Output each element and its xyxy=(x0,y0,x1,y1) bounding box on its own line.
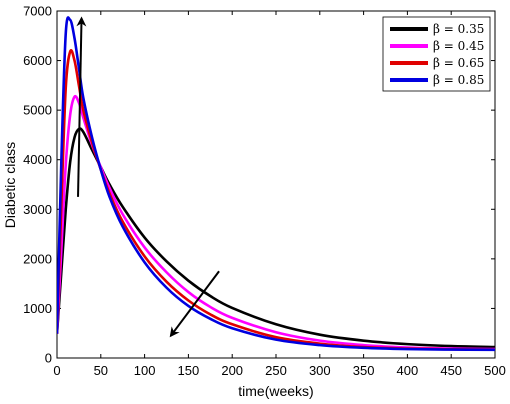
y-tick-label: 7000 xyxy=(23,4,52,19)
x-tick-label: 350 xyxy=(353,363,375,378)
y-tick-label: 2000 xyxy=(23,251,52,266)
series-line xyxy=(57,16,495,352)
trend-arrow xyxy=(169,270,220,338)
x-tick-label: 200 xyxy=(221,363,243,378)
y-tick-label: 3000 xyxy=(23,202,52,217)
series-layer xyxy=(57,16,495,352)
legend-label: β = 0.35 xyxy=(433,22,484,36)
x-tick-label: 50 xyxy=(94,363,108,378)
x-tick-label: 500 xyxy=(484,363,506,378)
x-axis: 0 50 100 150 200 250 300 350 400 450 500 xyxy=(53,11,506,378)
y-tick-label: 1000 xyxy=(23,301,52,316)
x-tick-label: 400 xyxy=(397,363,419,378)
x-axis-label: time(weeks) xyxy=(238,383,313,399)
annotation-layer xyxy=(76,16,220,338)
series-line xyxy=(57,94,495,351)
x-tick-label: 0 xyxy=(53,363,60,378)
y-axis: 0 1000 2000 3000 4000 5000 6000 7000 xyxy=(23,4,495,366)
legend-label: β = 0.85 xyxy=(433,73,484,87)
legend: β = 0.35 β = 0.45 β = 0.65 β = 0.85 xyxy=(382,16,491,92)
trend-arrow xyxy=(76,16,87,197)
y-axis-label: Diabetic class xyxy=(2,142,18,228)
legend-label: β = 0.45 xyxy=(433,39,484,53)
x-tick-label: 250 xyxy=(265,363,287,378)
series-line xyxy=(57,127,495,349)
y-tick-label: 4000 xyxy=(23,152,52,167)
x-tick-label: 100 xyxy=(134,363,156,378)
legend-label: β = 0.65 xyxy=(433,56,484,70)
y-tick-label: 5000 xyxy=(23,103,52,118)
y-tick-label: 6000 xyxy=(23,53,52,68)
x-tick-label: 150 xyxy=(178,363,200,378)
x-tick-label: 300 xyxy=(309,363,331,378)
x-tick-label: 450 xyxy=(440,363,462,378)
y-tick-label: 0 xyxy=(45,351,52,366)
